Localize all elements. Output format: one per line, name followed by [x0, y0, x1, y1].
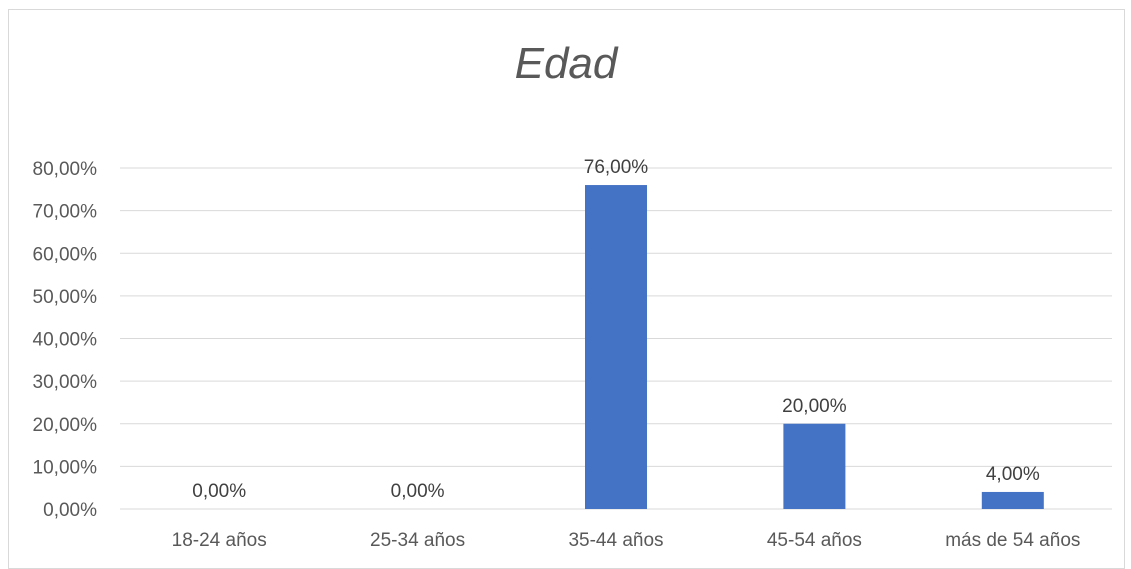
y-tick-label: 40,00% [33, 330, 98, 351]
y-tick-label: 80,00% [33, 159, 98, 180]
y-tick-label: 0,00% [43, 500, 97, 521]
y-tick-label: 60,00% [33, 244, 98, 265]
data-label: 76,00% [584, 157, 649, 178]
y-tick-label: 20,00% [33, 415, 98, 436]
data-label: 20,00% [782, 396, 847, 417]
data-label: 0,00% [391, 481, 445, 502]
bar [783, 423, 846, 509]
data-label: 0,00% [192, 481, 246, 502]
y-tick-label: 70,00% [33, 202, 98, 223]
y-tick-label: 30,00% [33, 372, 98, 393]
y-axis-ticks: 0,00% 10,00% 20,00% 30,00% 40,00% 50,00% 60,00… [33, 159, 98, 521]
chart-frame [8, 9, 1125, 569]
x-tick-label: más de 54 años [945, 530, 1080, 551]
y-tick-label: 50,00% [33, 287, 98, 308]
x-tick-label: 45-54 años [767, 530, 862, 551]
data-labels: 0,00% 0,00% 76,00% 20,00% 4,00% [192, 157, 1040, 502]
x-tick-label: 35-44 años [568, 530, 663, 551]
x-tick-label: 18-24 años [172, 530, 267, 551]
data-label: 4,00% [986, 464, 1040, 485]
chart-title: Edad [515, 39, 619, 88]
bars [585, 185, 1044, 510]
bar [585, 185, 647, 510]
y-tick-label: 10,00% [33, 457, 98, 478]
bar [981, 491, 1044, 509]
x-axis-ticks: 18-24 años 25-34 años 35-44 años 45-54 años… [172, 530, 1081, 551]
x-tick-label: 25-34 años [370, 530, 465, 551]
